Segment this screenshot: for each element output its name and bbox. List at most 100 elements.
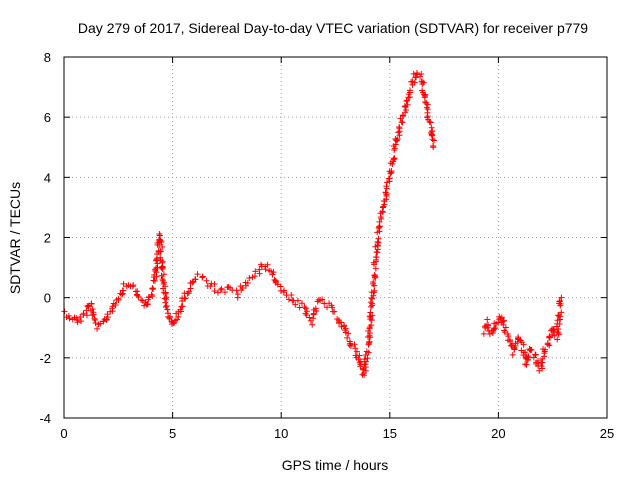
data-point-marker <box>309 321 316 328</box>
data-point-marker <box>66 315 73 322</box>
data-point-marker <box>347 342 354 349</box>
data-point-marker <box>484 324 491 331</box>
data-point-marker <box>89 306 96 313</box>
x-tick-label: 25 <box>600 426 614 441</box>
data-point-marker <box>288 292 295 299</box>
data-point-marker <box>363 358 370 365</box>
data-point-marker <box>546 342 553 349</box>
data-point-marker <box>410 70 417 77</box>
data-point-marker <box>294 297 301 304</box>
data-point-marker <box>159 277 166 284</box>
data-point-marker <box>115 295 122 302</box>
x-tick-labels: 0 5 10 15 20 25 <box>60 426 614 441</box>
data-point-marker <box>386 178 393 185</box>
data-point-marker <box>498 314 505 321</box>
data-point-marker <box>362 352 369 359</box>
data-point-marker <box>199 274 206 281</box>
data-point-marker <box>419 80 426 87</box>
data-point-marker <box>373 249 380 256</box>
data-point-marker <box>557 298 564 305</box>
y-tick-label: 6 <box>44 110 51 125</box>
data-point-marker <box>517 337 524 344</box>
data-point-marker <box>346 341 353 348</box>
data-point-marker <box>390 158 397 165</box>
data-point-marker <box>430 137 437 144</box>
data-point-marker <box>520 341 527 348</box>
data-point-marker <box>413 74 420 81</box>
data-point-marker <box>429 136 436 143</box>
data-point-marker <box>144 300 151 307</box>
data-point-marker <box>372 265 379 272</box>
data-point-marker <box>364 355 371 362</box>
x-tick-label: 15 <box>383 426 397 441</box>
data-point-marker <box>555 312 562 319</box>
data-point-marker <box>262 266 269 273</box>
data-point-marker <box>173 316 180 323</box>
data-point-marker <box>154 260 161 267</box>
data-point-marker <box>239 285 246 292</box>
data-point-marker <box>91 315 98 322</box>
data-point-marker <box>164 306 171 313</box>
data-point-marker <box>187 285 194 292</box>
data-point-marker <box>166 315 173 322</box>
data-point-marker <box>211 288 218 295</box>
data-point-marker <box>403 98 410 105</box>
data-point-marker <box>157 237 164 244</box>
data-point-marker <box>256 270 263 277</box>
data-point-marker <box>406 87 413 94</box>
data-point-marker <box>520 352 527 359</box>
data-point-marker <box>119 287 126 294</box>
data-point-marker <box>557 300 564 307</box>
data-point-marker <box>551 332 558 339</box>
data-point-marker <box>522 349 529 356</box>
data-point-marker <box>427 119 434 126</box>
data-point-marker <box>158 238 165 245</box>
data-point-marker <box>329 304 336 311</box>
y-tick-label: 2 <box>44 231 51 246</box>
data-point-marker <box>177 306 184 313</box>
data-point-marker <box>258 261 265 268</box>
data-point-marker <box>252 268 259 275</box>
data-point-marker <box>353 348 360 355</box>
data-point-marker <box>538 359 545 366</box>
data-point-marker <box>370 278 377 285</box>
data-point-marker <box>542 346 549 353</box>
data-point-marker <box>280 289 287 296</box>
data-point-marker <box>148 291 155 298</box>
data-point-marker <box>394 136 401 143</box>
grid <box>64 57 607 418</box>
data-point-marker <box>217 286 224 293</box>
data-point-marker <box>344 334 351 341</box>
data-point-marker <box>555 331 562 338</box>
data-point-marker <box>78 318 85 325</box>
data-point-marker <box>218 285 225 292</box>
data-point-marker <box>88 301 95 308</box>
data-point-marker <box>189 279 196 286</box>
data-point-marker <box>162 289 169 296</box>
data-point-marker <box>417 73 424 80</box>
axis-ticks <box>63 56 608 419</box>
data-point-marker <box>157 254 164 261</box>
data-point-marker <box>403 107 410 114</box>
data-point-marker <box>89 312 96 319</box>
data-point-marker <box>421 99 428 106</box>
data-point-marker <box>156 231 163 238</box>
y-tick-labels: -4 -2 0 2 4 6 8 <box>39 50 51 426</box>
data-point-marker <box>388 167 395 174</box>
data-point-marker <box>368 322 375 329</box>
data-point-marker <box>158 264 165 271</box>
data-point-marker <box>319 296 326 303</box>
x-tick-label: 5 <box>169 426 176 441</box>
data-point-marker <box>157 232 164 239</box>
data-point-marker <box>109 303 116 310</box>
data-point-marker <box>194 271 201 278</box>
data-point-marker <box>401 102 408 109</box>
data-point-marker <box>356 359 363 366</box>
data-point-marker <box>270 269 277 276</box>
data-point-marker <box>374 229 381 236</box>
data-point-marker <box>367 299 374 306</box>
data-point-marker <box>246 275 253 282</box>
data-point-marker <box>411 79 418 86</box>
data-point-marker <box>182 295 189 302</box>
data-point-marker <box>159 244 166 251</box>
